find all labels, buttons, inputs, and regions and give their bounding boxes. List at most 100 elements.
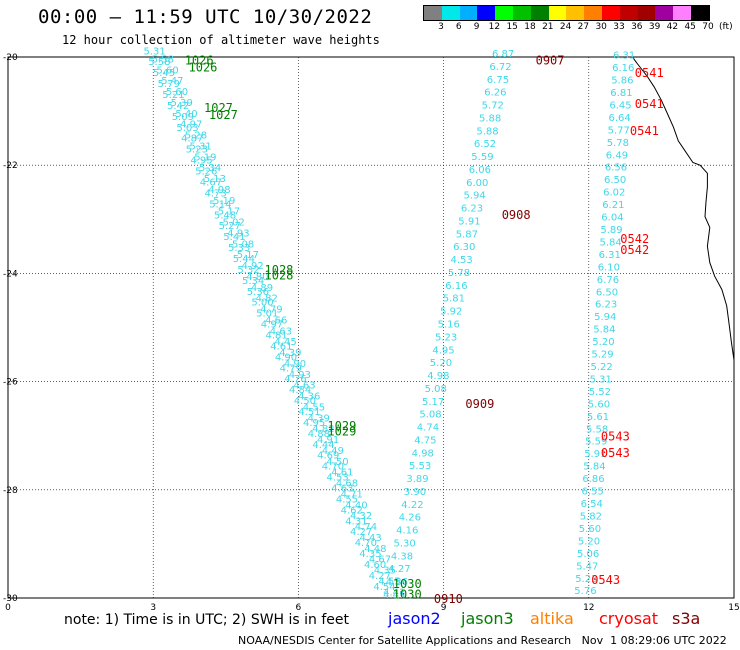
wave-height-value: 4.43 (360, 533, 382, 544)
wave-height-value: 5.91 (458, 217, 480, 228)
legend-swatch (548, 6, 567, 20)
pass-time-label: 1029 (327, 419, 356, 433)
wave-height-value: 5.34 (242, 276, 264, 287)
pass-time-label: 0908 (502, 208, 531, 222)
wave-height-value: 5.03 (176, 123, 198, 134)
wave-height-value: 4.63 (293, 381, 315, 392)
wave-height-value: 5.58 (148, 57, 170, 68)
y-tick-label: -22 (3, 161, 18, 171)
wave-height-value: 5.28 (185, 131, 207, 142)
wave-height-value: 5.60 (588, 399, 610, 410)
pass-time-label: 1027 (209, 108, 238, 122)
wave-height-value: 5.16 (438, 320, 460, 331)
color-scale-legend (423, 5, 710, 21)
legend-tick-label: 24 (559, 22, 572, 32)
wave-height-value: 5.13 (204, 174, 226, 185)
wave-height-value: 5.52 (589, 387, 611, 398)
wave-height-value: 4.60 (364, 560, 386, 571)
y-tick-label: -24 (3, 269, 18, 279)
wave-height-value: 5.30 (394, 539, 416, 550)
wave-height-value: 4.69 (317, 451, 339, 462)
pass-time-label: 1028 (265, 263, 294, 277)
wave-height-value: 6.04 (601, 213, 623, 224)
wave-height-value: 4.71 (341, 489, 363, 500)
wave-height-value: 6.16 (445, 281, 467, 292)
wave-height-value: 4.35 (374, 566, 396, 577)
wave-height-value: 5.17 (218, 207, 240, 218)
wave-height-value: 5.29 (591, 350, 613, 361)
wave-height-value: 5.31 (590, 375, 612, 386)
pass-time-label: 1026 (185, 54, 214, 68)
map-axes: 0 3 6 9 12 15 -20 -22 -24 -26 -28 -30 (3, 53, 740, 613)
wave-height-value: 5.01 (256, 309, 278, 320)
wave-height-value: 4.22 (401, 500, 423, 511)
wave-height-value: 6.30 (453, 242, 475, 253)
legend-tick-label: 30 (595, 22, 607, 32)
sat-label-jason3: jason3 (461, 609, 514, 628)
wave-height-value: 4.66 (265, 315, 287, 326)
wave-height-value: 5.23 (186, 145, 208, 156)
pass-time-label: 1030 (393, 588, 422, 602)
wave-height-value: 5.87 (456, 229, 478, 240)
legend-tick-label: 27 (577, 22, 590, 32)
legend-tick-label: 42 (666, 22, 679, 32)
legend-swatch (512, 6, 531, 20)
wave-height-value: 5.59 (471, 152, 493, 163)
wave-height-value: 5.17 (237, 250, 259, 261)
wave-height-value: 4.45 (275, 337, 297, 348)
legend-tick-label: 12 (488, 22, 501, 32)
wave-height-value: 5.36 (247, 287, 269, 298)
wave-height-value: 6.10 (598, 262, 620, 273)
wave-height-value: 4.36 (298, 392, 320, 403)
wave-height-value: 4.55 (336, 494, 358, 505)
wave-height-value: 5.82 (580, 512, 602, 523)
wave-height-value: 4.81 (266, 331, 288, 342)
wave-height-value: 5.32 (237, 265, 259, 276)
wave-height-value: 5.44 (233, 254, 255, 265)
wave-height-value: 6.55 (582, 487, 604, 498)
altimeter-tracks: 5.315.585.455.795.215.425.095.034.875.23… (144, 46, 636, 601)
wave-height-value: 4.27 (388, 564, 410, 575)
legend-swatch (619, 6, 638, 20)
wave-height-value: 5.60 (166, 87, 188, 98)
wave-height-value: 5.61 (587, 412, 609, 423)
wave-height-value: 5.08 (232, 239, 254, 250)
wave-height-value: 5.60 (157, 65, 179, 76)
wave-height-value: 5.47 (576, 561, 598, 572)
wave-height-value: 5.21 (162, 90, 184, 101)
wave-height-value: 4.97 (180, 120, 202, 131)
pass-time-label: 0541 (635, 66, 664, 80)
coastline (631, 56, 735, 404)
wave-height-value: 4.92 (242, 261, 264, 272)
x-tick-label: 15 (728, 603, 739, 613)
wave-height-value: 5.78 (448, 268, 470, 279)
wave-height-value: 5.00 (251, 298, 273, 309)
pass-time-label: 0543 (591, 573, 620, 587)
wave-height-value: 4.53 (451, 255, 473, 266)
pass-time-label: 1030 (393, 577, 422, 591)
legend-tick-label: 36 (631, 22, 643, 32)
wave-height-value: 5.72 (482, 101, 504, 112)
wave-height-value: 5.08 (419, 410, 441, 421)
legend-swatch (655, 6, 674, 20)
wave-height-value: 6.86 (582, 474, 604, 485)
wave-height-value: 4.63 (331, 484, 353, 495)
wave-height-value: 4.67 (200, 178, 222, 189)
wave-height-value: 4.49 (322, 446, 344, 457)
pass-time-label: 0909 (465, 397, 494, 411)
legend-swatch (673, 6, 691, 20)
wave-height-value: 4.27 (369, 571, 391, 582)
sat-label-altika: altika (530, 609, 574, 628)
wave-height-value: 4.89 (251, 283, 273, 294)
legend-tick-label: 70 (702, 22, 714, 32)
wave-height-value: 5.84 (600, 238, 622, 249)
legend-swatch (690, 6, 709, 20)
x-tick-label: 9 (441, 603, 447, 613)
wave-height-value: 6.64 (609, 113, 631, 124)
wave-height-value: 4.88 (308, 429, 330, 440)
wave-height-value: 4.61 (331, 468, 353, 479)
wave-height-value: 5.06 (577, 549, 599, 560)
x-tick-label: 6 (296, 603, 302, 613)
page-title: 00:00 – 11:59 UTC 10/30/2022 (38, 6, 373, 28)
wave-height-value: 6.87 (492, 49, 514, 60)
